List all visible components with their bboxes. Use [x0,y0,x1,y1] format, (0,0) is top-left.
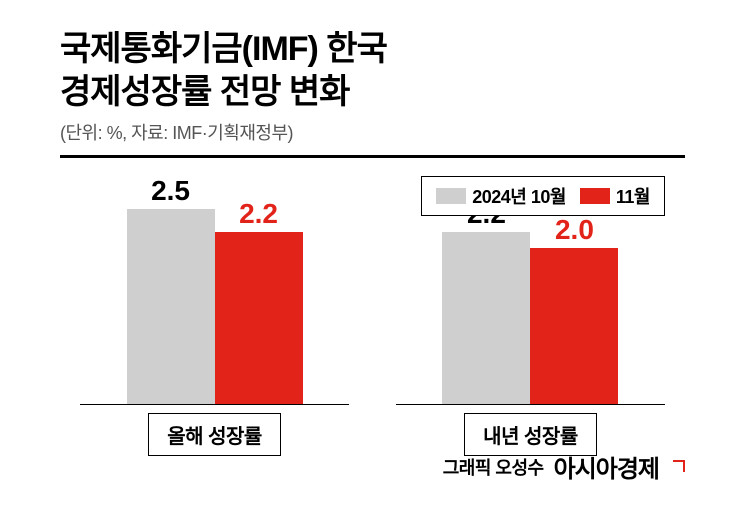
chart-header: 국제통화기금(IMF) 한국 경제성장률 전망 변화 (단위: %, 자료: I… [60,28,685,158]
brand-mark-icon [671,460,685,474]
bar-value-this-year-oct: 2.5 [151,175,190,207]
legend-item-nov: 11월 [580,183,650,209]
legend-item-oct: 2024년 10월 [436,183,566,209]
bar-value-this-year-nov: 2.2 [239,198,278,230]
title-line-1: 국제통화기금(IMF) 한국 [60,30,387,68]
bar-next-year-oct: 2.2 [442,232,530,404]
header-underline [60,155,685,158]
legend: 2024년 10월 11월 [421,176,665,216]
legend-label-oct: 2024년 10월 [472,183,566,209]
brand-name: 아시아경제 [554,449,659,484]
bar-group-next-year: 2.2 2.0 내년 성장률 [396,175,665,456]
legend-swatch-nov [580,188,610,204]
legend-swatch-oct [436,188,466,204]
footer: 그래픽 오성수 아시아경제 [443,449,685,484]
bar-next-year-nov: 2.0 [530,248,618,404]
bars-this-year: 2.5 2.2 [80,175,349,405]
bar-this-year-oct: 2.5 [127,209,215,404]
bar-value-next-year-nov: 2.0 [555,214,594,246]
title-line-2: 경제성장률 전망 변화 [60,73,349,111]
bar-this-year-nov: 2.2 [215,232,303,404]
group-label-next-year: 내년 성장률 [483,426,578,448]
legend-label-nov: 11월 [616,183,650,209]
chart-title: 국제통화기금(IMF) 한국 경제성장률 전망 변화 [60,28,685,113]
group-label-box-this-year: 올해 성장률 [148,413,281,456]
chart-subtitle: (단위: %, 자료: IMF·기획재정부) [60,119,685,145]
graphic-credit: 그래픽 오성수 [443,454,544,480]
bar-group-this-year: 2.5 2.2 올해 성장률 [80,175,349,456]
chart-area: 2024년 10월 11월 2.5 2.2 올해 성장률 2.2 2.0 [60,176,685,456]
group-label-this-year: 올해 성장률 [167,426,262,448]
